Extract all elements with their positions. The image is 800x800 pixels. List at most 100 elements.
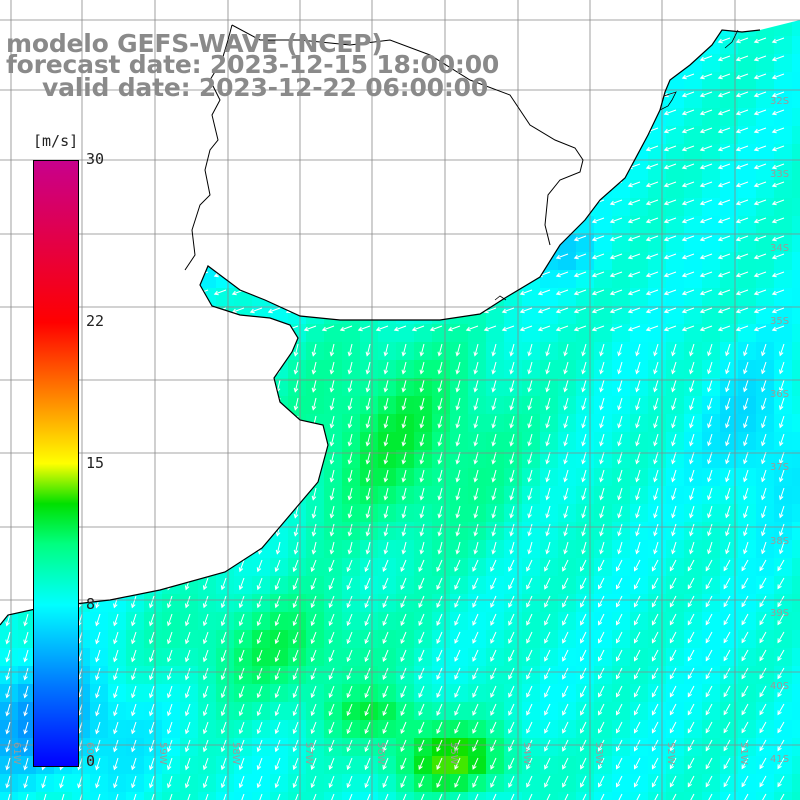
wind-speed-cell <box>720 684 739 703</box>
wind-arrow <box>609 199 623 206</box>
wind-speed-cell <box>486 450 505 469</box>
wind-arrow <box>545 343 551 357</box>
wind-speed-cell <box>756 360 775 379</box>
wind-arrow <box>735 289 749 296</box>
wind-speed-cell <box>216 612 235 631</box>
wind-speed-cell <box>432 504 451 523</box>
wind-speed-cell <box>702 720 721 739</box>
wind-arrow <box>771 307 785 314</box>
wind-speed-cell <box>540 270 559 289</box>
colorbar-gradient <box>33 160 79 767</box>
wind-arrow <box>663 163 677 170</box>
wind-arrow <box>743 487 749 501</box>
wind-speed-cell <box>630 288 649 307</box>
wind-arrow <box>563 433 569 447</box>
wind-speed-cell <box>630 684 649 703</box>
wind-arrow <box>455 379 461 393</box>
longitude-label: 55W <box>448 742 459 765</box>
wind-arrow <box>509 451 515 465</box>
wind-speed-cell <box>612 216 631 235</box>
wind-arrow <box>617 343 623 357</box>
wind-arrow <box>717 271 731 278</box>
wind-speed-cell <box>666 144 685 163</box>
wind-speed-cell <box>702 702 721 721</box>
wind-speed-cell <box>522 378 541 397</box>
wind-speed-cell <box>324 324 343 343</box>
wind-arrow <box>681 253 695 260</box>
wind-speed-cell <box>558 558 577 577</box>
wind-speed-cell <box>684 180 703 199</box>
wind-arrow <box>545 361 551 375</box>
wind-arrow <box>681 307 695 314</box>
wind-speed-cell <box>450 342 469 361</box>
longitude-label: 61W <box>11 742 22 765</box>
wind-arrow <box>617 505 623 519</box>
wind-arrow <box>771 199 785 206</box>
wind-speed-cell <box>324 450 343 469</box>
wind-speed-cell <box>414 738 433 757</box>
wind-speed-cell <box>558 288 577 307</box>
wind-arrow <box>735 55 749 62</box>
wind-speed-cell <box>720 576 739 595</box>
wind-speed-cell <box>684 342 703 361</box>
wind-speed-cell <box>216 594 235 613</box>
wind-arrow <box>761 451 767 465</box>
wind-arrow <box>419 415 425 429</box>
wind-speed-cell <box>360 450 379 469</box>
wind-speed-cell <box>468 414 487 433</box>
wind-speed-cell <box>594 450 613 469</box>
wind-speed-cell <box>684 198 703 217</box>
wind-speed-cell <box>144 774 163 793</box>
wind-speed-cell <box>594 486 613 505</box>
wind-speed-cell <box>720 252 739 271</box>
wind-arrow <box>437 361 443 375</box>
wind-arrow <box>401 541 407 555</box>
wind-speed-cell <box>378 684 397 703</box>
wind-speed-cell <box>252 720 271 739</box>
wind-arrow <box>419 397 425 411</box>
wind-speed-cell <box>216 702 235 721</box>
wind-arrow <box>609 235 623 242</box>
wind-arrow <box>491 487 497 501</box>
wind-arrow <box>725 487 731 501</box>
wind-speed-cell <box>288 576 307 595</box>
wind-speed-cell <box>594 630 613 649</box>
wind-speed-cell <box>414 648 433 667</box>
wind-arrow <box>717 325 731 332</box>
wind-speed-cell <box>522 432 541 451</box>
wind-arrow <box>735 109 749 116</box>
wind-speed-cell <box>414 774 433 793</box>
wind-speed-cell <box>702 252 721 271</box>
wind-arrow <box>591 289 605 296</box>
wind-speed-cell <box>486 702 505 721</box>
wind-speed-cell <box>126 702 145 721</box>
wind-speed-cell <box>594 252 613 271</box>
wind-speed-cell <box>774 342 793 361</box>
wind-arrow <box>645 271 659 278</box>
wind-arrow <box>455 397 461 411</box>
wind-arrow <box>329 469 335 483</box>
wind-speed-cell <box>90 738 109 757</box>
wind-speed-cell <box>558 450 577 469</box>
wind-speed-cell <box>396 720 415 739</box>
wind-speed-cell <box>270 666 289 685</box>
wind-speed-cell <box>342 720 361 739</box>
wind-arrow <box>383 361 389 375</box>
wind-arrow <box>717 235 731 242</box>
wind-speed-cell <box>0 648 19 667</box>
wind-speed-cell <box>702 396 721 415</box>
wind-speed-cell <box>306 756 325 775</box>
wind-speed-cell <box>18 666 37 685</box>
wind-speed-cell <box>198 720 217 739</box>
wind-speed-cell <box>270 702 289 721</box>
wind-arrow <box>365 361 371 375</box>
wind-speed-cell <box>774 360 793 379</box>
wind-arrow <box>555 325 569 332</box>
wind-speed-cell <box>612 288 631 307</box>
wind-arrow <box>519 325 533 332</box>
wind-speed-cell <box>126 594 145 613</box>
wind-speed-cell <box>756 468 775 487</box>
wind-arrow <box>707 487 713 501</box>
wind-speed-cell <box>756 36 775 55</box>
wind-arrow <box>717 145 731 152</box>
